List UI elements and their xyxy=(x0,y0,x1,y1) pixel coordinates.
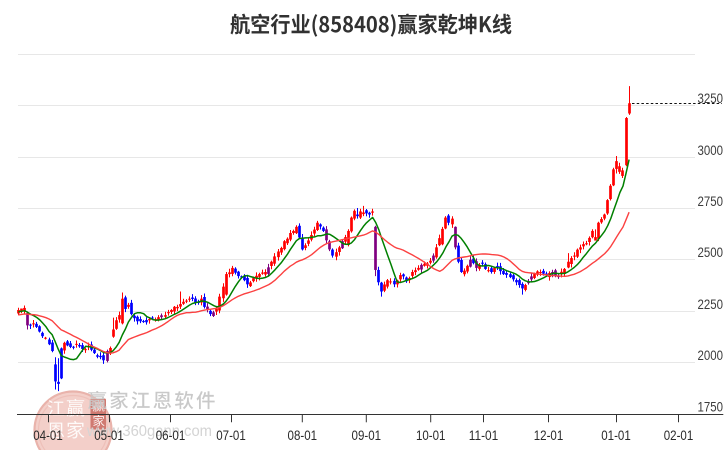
svg-text:07-01: 07-01 xyxy=(216,428,246,443)
svg-text:05-01: 05-01 xyxy=(94,428,124,443)
svg-text:11-01: 11-01 xyxy=(469,428,499,443)
svg-text:2250: 2250 xyxy=(698,297,724,312)
svg-text:2000: 2000 xyxy=(698,348,724,363)
svg-text:10-01: 10-01 xyxy=(416,428,446,443)
svg-text:www.360gann.com: www.360gann.com xyxy=(86,423,212,440)
svg-text:3000: 3000 xyxy=(698,143,724,158)
svg-text:02-01: 02-01 xyxy=(664,428,694,443)
svg-text:08-01: 08-01 xyxy=(288,428,318,443)
svg-text:06-01: 06-01 xyxy=(156,428,186,443)
svg-text:09-01: 09-01 xyxy=(352,428,382,443)
svg-text:1750: 1750 xyxy=(698,399,724,414)
svg-text:01-01: 01-01 xyxy=(601,428,631,443)
svg-text:2750: 2750 xyxy=(698,194,724,209)
svg-text:2500: 2500 xyxy=(698,245,724,260)
svg-text:12-01: 12-01 xyxy=(534,428,564,443)
svg-text:3250: 3250 xyxy=(698,91,724,106)
svg-text:04-01: 04-01 xyxy=(33,428,63,443)
